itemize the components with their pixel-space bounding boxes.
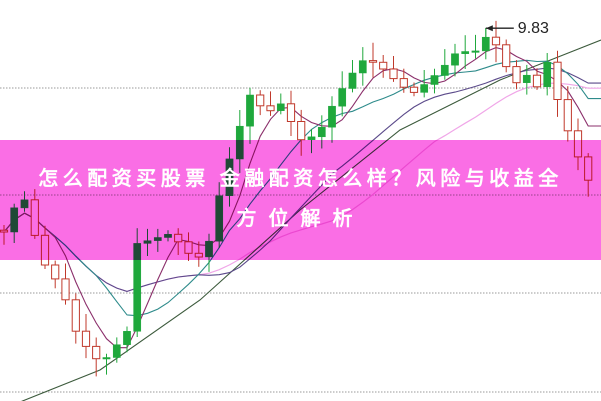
svg-text:9.83: 9.83 [518,20,549,37]
